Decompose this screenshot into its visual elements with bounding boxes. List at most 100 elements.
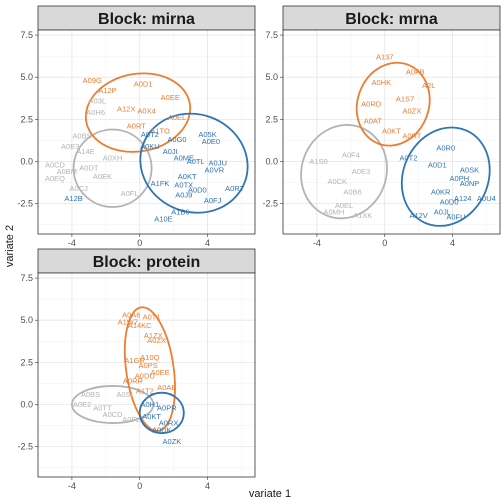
- sample-label: A1ZX: [144, 331, 163, 340]
- sample-label: A0CK: [327, 177, 347, 186]
- sample-label: A1B6: [171, 208, 189, 217]
- sample-label: A0D1: [134, 79, 153, 88]
- sample-label: A0A6: [122, 311, 140, 320]
- sample-label: A0PS: [139, 361, 158, 370]
- sample-label: A1S0: [309, 157, 327, 166]
- sample-label: A0NP: [460, 179, 480, 188]
- sample-label: A05K: [198, 130, 216, 139]
- panel-title: Block: mrna: [345, 11, 438, 28]
- panel-2: Block: mrna A137 A0FB A0HK A2L A1S7 A0RD A0ZX A0…: [262, 5, 501, 248]
- sample-label: A0RD: [361, 100, 382, 109]
- panel-strip: [37, 248, 256, 274]
- sample-label: A0VR: [205, 165, 225, 174]
- x-tick-label: 4: [205, 238, 210, 248]
- sample-label: A137: [376, 52, 394, 61]
- sample-label: A0KT: [178, 172, 197, 181]
- confidence-ellipse-blue: [400, 126, 491, 227]
- sample-label: A0SI: [116, 390, 132, 399]
- y-tick-label: 5.0: [265, 72, 278, 82]
- confidence-ellipse-blue: [138, 391, 185, 435]
- sample-label: A0BS: [81, 390, 100, 399]
- sample-label: A0D0: [188, 186, 207, 195]
- panel-title: Block: protein: [93, 254, 201, 271]
- sample-label: A0CD: [103, 410, 124, 419]
- panel-1: Block: mirna A09G A0D1 A0EE A12P A0EL A12X A0X4…: [17, 5, 256, 248]
- sample-label: A10E: [154, 214, 172, 223]
- panel-strip: [37, 5, 256, 31]
- sample-label: A0E3: [61, 142, 79, 151]
- x-tick-label: -4: [313, 238, 321, 248]
- sample-label: A0BS: [72, 132, 91, 141]
- sample-label: A10Q: [140, 353, 159, 362]
- sample-label: A0DK: [152, 425, 172, 434]
- plot-area: [38, 30, 255, 234]
- sample-label: A0KT: [142, 412, 161, 421]
- sample-label: A12X: [117, 105, 135, 114]
- sample-label: A0KR: [431, 187, 451, 196]
- panel-border: [282, 29, 501, 235]
- sample-label: A0FB: [406, 68, 425, 77]
- sample-label: A0EL: [168, 113, 186, 122]
- x-tick-label: 4: [205, 481, 210, 491]
- y-tick-label: 0.0: [265, 157, 278, 167]
- sample-label: A0BM: [57, 167, 77, 176]
- sample-label: A1TO: [150, 127, 170, 136]
- panel-strip: [282, 5, 501, 31]
- confidence-ellipse-orange: [355, 61, 431, 147]
- sample-label: A1GR: [124, 356, 145, 365]
- sample-label: A03L: [89, 96, 107, 105]
- y-axis-title: variate 2: [4, 225, 16, 267]
- x-tick-label: 4: [450, 238, 455, 248]
- confidence-ellipse-orange: [84, 72, 192, 153]
- sample-label: A1FK: [151, 179, 170, 188]
- sample-label: A0E2: [73, 400, 91, 409]
- sample-label: A0KU: [140, 142, 160, 151]
- sample-label: A0SK: [460, 165, 479, 174]
- y-tick-label: 5.0: [20, 72, 33, 82]
- sample-label: A0E0: [202, 137, 220, 146]
- panel-border: [37, 29, 256, 235]
- x-tick-label: 0: [137, 481, 142, 491]
- sample-label: A0RT: [225, 184, 244, 193]
- sample-label: A0R0: [436, 144, 455, 153]
- sample-label: A0MH: [323, 208, 344, 217]
- y-tick-label: -2.5: [262, 199, 278, 209]
- sample-label: A0PR: [157, 403, 177, 412]
- sample-label: A0ZX: [147, 336, 166, 345]
- sample-label: A0DU: [135, 371, 155, 380]
- sample-label: A2L: [422, 81, 435, 90]
- sample-label: A0HK: [372, 78, 392, 87]
- sample-label: A0KT: [382, 127, 401, 136]
- sample-label: A0JI: [163, 147, 178, 156]
- sample-label: A12P: [98, 86, 116, 95]
- y-tick-label: -2.5: [17, 199, 33, 209]
- sample-label: A0EE: [150, 368, 169, 377]
- sample-label: A0EK: [93, 172, 112, 181]
- sample-label: A0U4: [477, 194, 496, 203]
- x-tick-label: -4: [68, 481, 76, 491]
- confidence-ellipse-orange: [123, 306, 176, 432]
- sample-label: A0J9: [175, 191, 192, 200]
- y-tick-label: 7.5: [20, 30, 33, 40]
- x-tick-label: 0: [382, 238, 387, 248]
- sample-label: A0EE: [161, 93, 180, 102]
- sample-label: A0ME: [174, 154, 194, 163]
- sample-label: A0T2: [399, 154, 417, 163]
- sample-label: A0PH: [450, 174, 470, 183]
- sample-label: A0FL: [121, 189, 139, 198]
- sample-label: A1T2: [136, 387, 154, 396]
- sample-label: A0CJ: [70, 184, 89, 193]
- sample-label: A14E: [76, 147, 94, 156]
- panels: Block: mirna A09G A0D1 A0EE A12P A0EL A12X A0X4…: [17, 5, 501, 491]
- sample-label: A0D1: [428, 160, 447, 169]
- sample-label: A0AT: [364, 117, 383, 126]
- y-tick-label: 7.5: [20, 273, 33, 283]
- y-tick-label: -2.5: [17, 442, 33, 452]
- sample-label: A0JU: [209, 159, 227, 168]
- sample-label: A0T1: [143, 312, 161, 321]
- y-tick-label: 0.0: [20, 157, 33, 167]
- sample-label: A0CD: [45, 160, 66, 169]
- confidence-ellipse-blue: [139, 112, 249, 214]
